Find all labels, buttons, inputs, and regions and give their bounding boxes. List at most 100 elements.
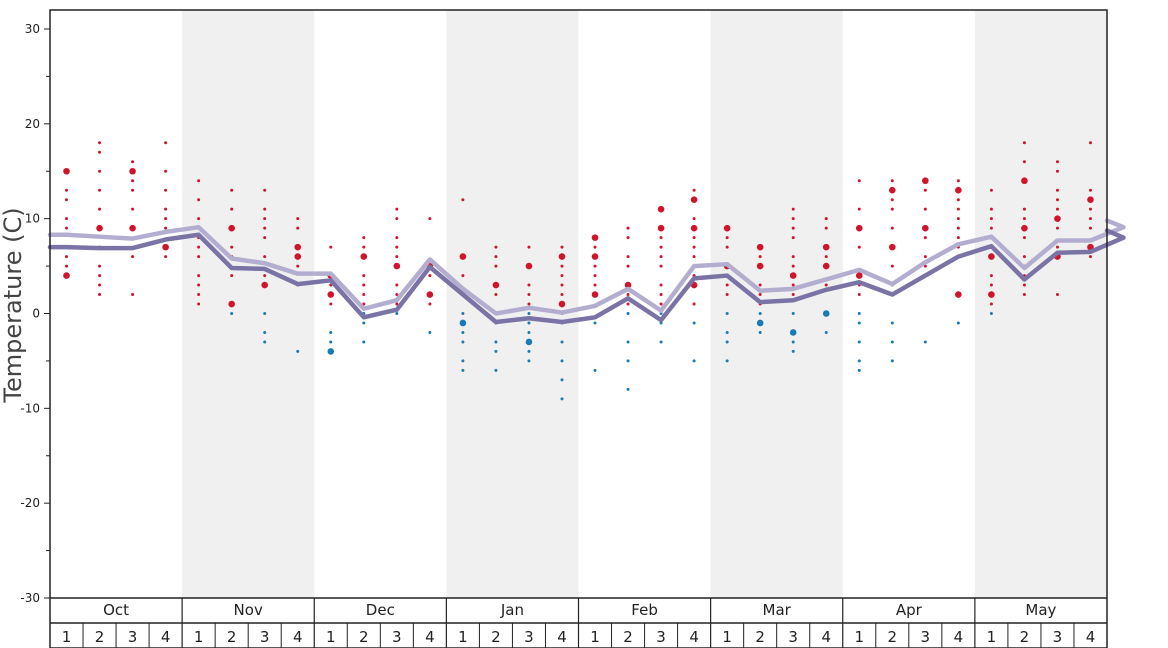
point xyxy=(263,340,267,344)
point xyxy=(824,283,828,287)
point xyxy=(758,283,762,287)
point xyxy=(923,207,927,211)
frequent-point xyxy=(756,262,764,270)
point xyxy=(296,217,300,221)
point xyxy=(296,349,300,353)
point xyxy=(791,236,795,240)
plot-frame xyxy=(49,9,1108,648)
point xyxy=(659,340,663,344)
point xyxy=(989,283,993,287)
point xyxy=(428,217,432,221)
point xyxy=(890,321,894,325)
point xyxy=(659,236,663,240)
point xyxy=(989,302,993,306)
point xyxy=(725,283,729,287)
month-label: Feb xyxy=(631,601,658,619)
point xyxy=(560,397,564,401)
point xyxy=(164,255,168,259)
week-label: 1 xyxy=(62,628,72,646)
point xyxy=(626,302,630,306)
frequent-point xyxy=(822,243,830,251)
point xyxy=(461,368,465,372)
point xyxy=(263,236,267,240)
point xyxy=(164,169,168,173)
point xyxy=(857,245,861,249)
point xyxy=(659,255,663,259)
point xyxy=(692,217,696,221)
point xyxy=(65,217,69,221)
frequent-point xyxy=(855,224,863,232)
week-label: 2 xyxy=(95,628,105,646)
frequent-point xyxy=(888,243,896,251)
week-label: 2 xyxy=(1020,628,1030,646)
point xyxy=(395,245,399,249)
frequent-point xyxy=(789,272,797,279)
point xyxy=(791,293,795,297)
point xyxy=(362,236,366,240)
point xyxy=(593,245,597,249)
y-tick-label: -10 xyxy=(20,401,40,415)
point xyxy=(791,312,795,315)
point xyxy=(461,274,465,278)
week-label: 2 xyxy=(888,628,898,646)
week-label: 1 xyxy=(194,628,204,646)
point xyxy=(890,264,894,268)
point xyxy=(395,255,399,259)
frequent-point xyxy=(723,224,731,232)
point xyxy=(560,378,564,382)
point xyxy=(626,359,630,363)
point xyxy=(560,293,564,297)
point xyxy=(857,368,861,372)
y-axis: 30 20 10 0 -10 -20 -30 xyxy=(20,22,50,605)
point xyxy=(626,387,630,391)
point xyxy=(164,226,168,230)
point xyxy=(494,349,498,353)
point xyxy=(1088,207,1092,211)
frequent-point xyxy=(624,281,632,289)
month-label: Jan xyxy=(500,601,524,619)
frequent-point xyxy=(459,253,467,260)
point xyxy=(395,283,399,287)
frequent-point xyxy=(756,243,764,251)
frequent-point xyxy=(690,224,698,232)
point xyxy=(1022,217,1026,221)
point xyxy=(428,274,432,278)
frequent-point xyxy=(591,253,599,260)
week-label: 4 xyxy=(821,628,831,646)
frequent-point xyxy=(129,167,136,175)
point xyxy=(263,188,267,192)
point xyxy=(197,274,201,278)
point xyxy=(527,330,531,334)
point xyxy=(98,283,102,287)
point xyxy=(593,274,597,278)
point xyxy=(890,340,894,344)
point xyxy=(527,283,531,287)
y-tick-label: 30 xyxy=(25,22,40,36)
point xyxy=(890,198,894,202)
frequent-point xyxy=(63,167,70,175)
point xyxy=(494,340,498,344)
point xyxy=(593,321,597,325)
point xyxy=(923,255,927,259)
point xyxy=(593,368,597,372)
frequent-point xyxy=(129,224,136,232)
point xyxy=(395,207,399,211)
frequent-point xyxy=(657,205,665,213)
point xyxy=(428,330,432,334)
frequent-point xyxy=(922,177,929,185)
point xyxy=(725,245,729,249)
frequent-point xyxy=(327,348,335,355)
point xyxy=(659,293,663,297)
frequent-point xyxy=(922,224,929,232)
month-label: Apr xyxy=(896,601,923,619)
point xyxy=(791,226,795,230)
point xyxy=(725,312,729,315)
point xyxy=(791,349,795,353)
point xyxy=(791,255,795,259)
point xyxy=(296,264,300,268)
point xyxy=(131,293,135,297)
month-band xyxy=(974,10,1107,598)
week-label: 1 xyxy=(458,628,468,646)
week-label: 1 xyxy=(854,628,864,646)
point xyxy=(1055,160,1059,164)
